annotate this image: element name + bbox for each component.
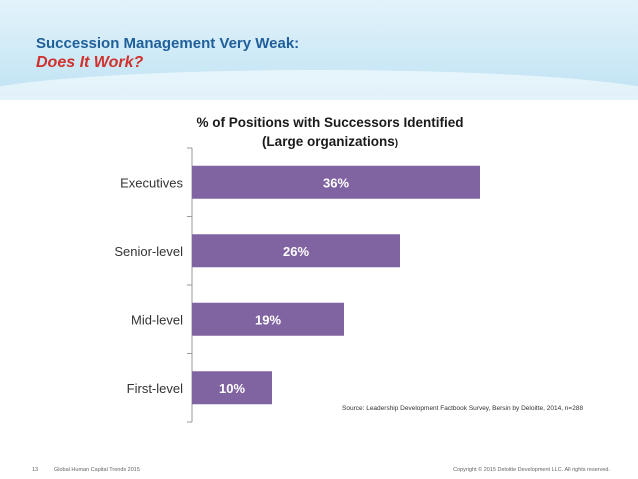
data-label: 10% (219, 381, 245, 396)
data-label: 36% (323, 175, 349, 190)
publication-name: Global Human Capital Trends 2015 (54, 467, 140, 473)
header-band (0, 0, 638, 100)
chart-title: % of Positions with Successors Identifie… (180, 113, 480, 153)
chart-title-line2: (Large organizations) (180, 132, 480, 153)
chart-title-line1: % of Positions with Successors Identifie… (196, 115, 464, 130)
category-label: Mid-level (131, 312, 183, 327)
category-label: Executives (120, 175, 183, 190)
category-label: Senior-level (114, 244, 183, 259)
slide-title: Succession Management Very Weak: (36, 35, 300, 52)
copyright-text: Copyright © 2015 Deloitte Development LL… (453, 467, 610, 473)
chart-title-line2-text: (Large organizations (261, 134, 395, 149)
footer: 13 Global Human Capital Trends 2015 Copy… (0, 464, 638, 479)
page-number: 13 (32, 467, 39, 473)
slide-subtitle: Does It Work? (36, 54, 144, 71)
bar (192, 302, 344, 336)
source-note: Source: Leadership Development Factbook … (342, 405, 584, 412)
data-label: 26% (283, 244, 309, 259)
bar (192, 165, 480, 199)
data-label: 19% (255, 312, 281, 327)
bar (192, 234, 400, 268)
bar (192, 371, 272, 405)
chart-title-paren: ) (394, 138, 399, 149)
category-label: First-level (127, 381, 183, 396)
